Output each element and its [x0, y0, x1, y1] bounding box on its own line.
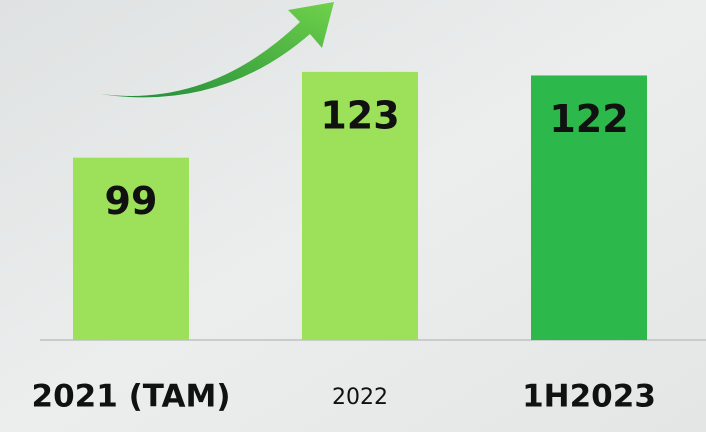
bar: [73, 157, 189, 340]
x-tick-label: 1H2023: [522, 379, 656, 415]
growth-arrow: [100, 2, 334, 98]
value-label: 123: [320, 93, 399, 137]
bar: [302, 71, 418, 340]
bar: [531, 75, 647, 340]
value-label: 99: [105, 179, 158, 223]
value-label: 122: [549, 97, 628, 141]
x-tick-label: 2022: [332, 385, 388, 410]
x-tick-label: 2021 (TAM): [32, 379, 231, 415]
